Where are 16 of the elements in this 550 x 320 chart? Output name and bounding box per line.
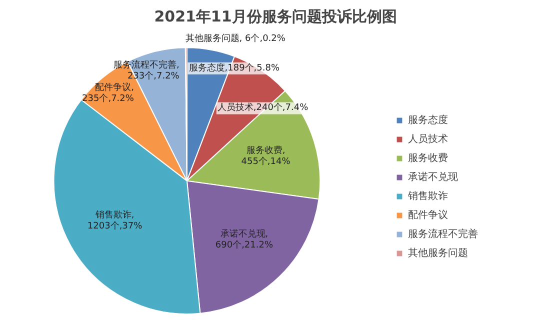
legend-label: 服务流程不完善	[408, 228, 478, 241]
legend-label: 承诺不兑现	[408, 170, 458, 184]
data-label: 承诺不兑现, 690个,21.2%	[215, 228, 274, 251]
legend-label: 人员技术	[408, 132, 448, 146]
data-label: 服务态度,189个,5.8%	[188, 62, 280, 74]
legend-label: 销售欺诈	[408, 190, 448, 203]
legend-label: 服务态度	[408, 114, 448, 127]
legend-label: 其他服务问题	[408, 246, 468, 260]
data-label: 其他服务问题, 6个,0.2%	[185, 33, 286, 44]
data-label: 人员技术,240个,7.4%	[217, 102, 309, 114]
legend-label: 配件争议	[408, 208, 448, 222]
data-label: 服务收费, 455个,14%	[241, 144, 291, 167]
data-label: 销售欺诈, 1203个,37%	[87, 209, 143, 232]
chart-title: 2021年11月份服务问题投诉比例图	[154, 8, 397, 26]
legend-label: 服务收费	[408, 152, 448, 165]
data-label: 配件争议, 235个,7.2%	[82, 82, 134, 104]
